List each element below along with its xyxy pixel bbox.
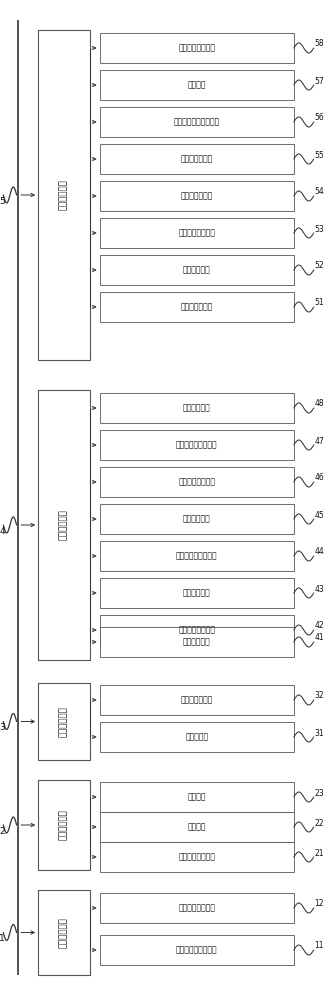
Bar: [100, 107, 294, 137]
Bar: [38, 390, 90, 660]
Bar: [38, 890, 90, 975]
Text: 激光局部加热单元: 激光局部加热单元: [178, 904, 215, 913]
Text: 振动控制单元: 振动控制单元: [183, 403, 210, 412]
Bar: [100, 627, 294, 657]
Bar: [100, 144, 294, 174]
Text: 43: 43: [314, 584, 324, 593]
Bar: [100, 578, 294, 608]
Text: 4: 4: [0, 526, 5, 536]
Text: 综合控制模块: 综合控制模块: [59, 180, 68, 210]
Bar: [100, 430, 294, 460]
Text: 5: 5: [0, 197, 5, 206]
Text: 物性测量模块: 物性测量模块: [59, 706, 68, 737]
Text: 44: 44: [314, 548, 324, 556]
Text: 振动控制单元: 振动控制单元: [183, 638, 210, 647]
Bar: [100, 541, 294, 571]
Text: 47: 47: [314, 437, 324, 446]
Bar: [100, 218, 294, 248]
Bar: [100, 893, 294, 923]
Bar: [100, 181, 294, 211]
Text: 卡箍控制悬浮实验单元: 卡箍控制悬浮实验单元: [174, 117, 220, 126]
Text: 位置控制模块: 位置控制模块: [59, 810, 68, 840]
Text: 测压单元: 测压单元: [188, 81, 206, 90]
Text: 样品加工模块: 样品加工模块: [59, 510, 68, 540]
Text: 样品储存单元: 样品储存单元: [183, 514, 210, 524]
Text: 处理量控制单元: 处理量控制单元: [181, 192, 213, 200]
Text: 56: 56: [314, 113, 324, 122]
Text: 反馈式温度调节单元: 反馈式温度调节单元: [176, 946, 217, 954]
Text: 58: 58: [314, 39, 324, 48]
Bar: [100, 935, 294, 965]
Text: 进样量控制悬浮单元: 进样量控制悬浮单元: [176, 441, 217, 450]
Text: 液滴分散单元: 液滴分散单元: [183, 588, 210, 597]
Text: 形貌及成分检测单元: 形貌及成分检测单元: [176, 552, 217, 560]
Text: 12: 12: [314, 900, 324, 909]
Text: 53: 53: [314, 225, 324, 233]
Text: 21: 21: [314, 848, 324, 857]
Text: 32: 32: [314, 692, 324, 700]
Bar: [100, 812, 294, 842]
Text: 温度控制模块: 温度控制模块: [59, 917, 68, 948]
Text: 52: 52: [314, 261, 324, 270]
Text: 激光单元: 激光单元: [188, 822, 206, 831]
Bar: [100, 255, 294, 285]
Text: 进样量控制单元: 进样量控制单元: [181, 154, 213, 163]
Text: 11: 11: [314, 942, 324, 950]
Text: 45: 45: [314, 510, 324, 520]
Text: 23: 23: [314, 788, 324, 798]
Bar: [100, 782, 294, 812]
Bar: [100, 467, 294, 497]
Text: 密度及表征单元: 密度及表征单元: [181, 696, 213, 704]
Bar: [100, 722, 294, 752]
Text: 42: 42: [314, 621, 324, 631]
Text: 3: 3: [0, 723, 5, 732]
Bar: [38, 780, 90, 870]
Text: 黏弹性单元: 黏弹性单元: [185, 732, 208, 742]
Bar: [100, 842, 294, 872]
Text: 41: 41: [314, 634, 324, 643]
Bar: [100, 70, 294, 100]
Text: 2: 2: [0, 826, 5, 835]
Text: 激光光束控制单元: 激光光束控制单元: [178, 229, 215, 237]
Text: 51: 51: [314, 298, 324, 307]
Text: 振动控制单元: 振动控制单元: [183, 265, 210, 274]
Text: 31: 31: [314, 728, 324, 738]
Bar: [38, 30, 90, 360]
Text: 位置坐标管理单元: 位置坐标管理单元: [178, 852, 215, 861]
Text: 激光光束调控单元: 激光光束调控单元: [178, 626, 215, 635]
Text: 预处理控制单元: 预处理控制单元: [181, 302, 213, 311]
Text: 55: 55: [314, 150, 324, 159]
Text: 视觉单元: 视觉单元: [188, 792, 206, 802]
Text: 48: 48: [314, 399, 324, 408]
Bar: [100, 504, 294, 534]
Text: 54: 54: [314, 188, 324, 196]
Bar: [100, 33, 294, 63]
Bar: [100, 393, 294, 423]
Text: 57: 57: [314, 77, 324, 86]
Text: 卡箍控制辅助单元: 卡箍控制辅助单元: [178, 478, 215, 487]
Text: 激光控制显示单元: 激光控制显示单元: [178, 43, 215, 52]
Text: 46: 46: [314, 474, 324, 483]
Bar: [100, 292, 294, 322]
Text: 22: 22: [314, 818, 324, 827]
Bar: [100, 615, 294, 645]
Bar: [100, 685, 294, 715]
Bar: [38, 683, 90, 760]
Text: 1: 1: [0, 934, 5, 943]
